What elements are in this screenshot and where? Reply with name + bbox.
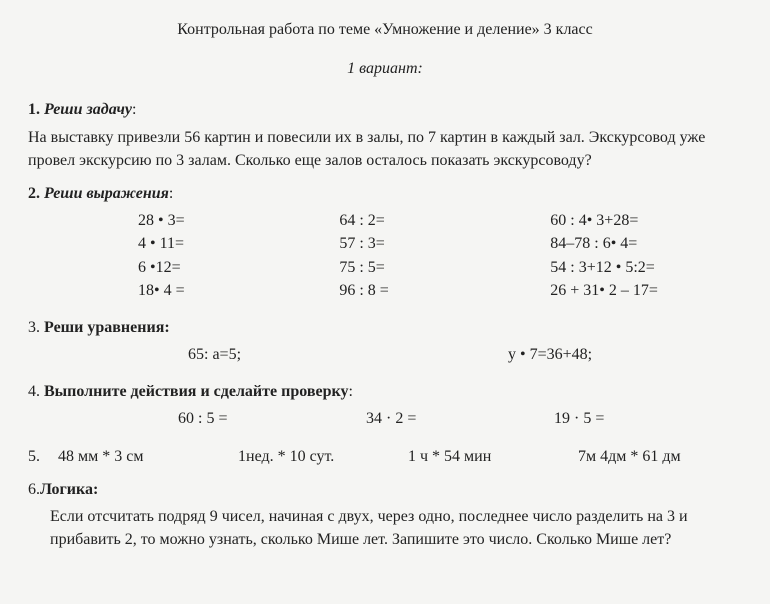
check-expr-2: 34 · 2 =: [366, 407, 554, 430]
check-expr-3: 19 · 5 =: [554, 407, 742, 430]
expression-col-1: 28 • 3= 4 • 11= 6 •12= 18• 4 =: [138, 209, 339, 302]
section-2-label: Реши выражения: [44, 185, 169, 202]
section-1-colon: :: [132, 101, 136, 118]
section-4-label: Выполните действия и сделайте проверку: [44, 383, 348, 400]
section-6-label: Логика:: [40, 481, 98, 498]
expr-cell: 26 + 31• 2 – 17=: [550, 279, 742, 302]
expr-cell: 6 •12=: [138, 256, 339, 279]
compare-2: 1нед. * 10 сут.: [238, 445, 408, 468]
compare-4: 7м 4дм * 61 дм: [578, 445, 681, 468]
section-1-number: 1.: [28, 101, 40, 118]
section-2-head: 2. Реши выражения:: [28, 182, 742, 205]
equation-2: у • 7=36+48;: [508, 343, 592, 366]
compare-row: 48 мм * 3 см 1нед. * 10 сут. 1 ч * 54 ми…: [58, 445, 681, 468]
expr-cell: 96 : 8 =: [339, 279, 550, 302]
section-4-head: 4. Выполните действия и сделайте проверк…: [28, 380, 742, 403]
expression-table: 28 • 3= 4 • 11= 6 •12= 18• 4 = 64 : 2= 5…: [138, 209, 742, 302]
section-2-colon: :: [169, 185, 173, 202]
expr-cell: 28 • 3=: [138, 209, 339, 232]
section-6-number: 6.: [28, 481, 40, 498]
check-expr-1: 60 : 5 =: [178, 407, 366, 430]
compare-3: 1 ч * 54 мин: [408, 445, 578, 468]
expr-cell: 18• 4 =: [138, 279, 339, 302]
expr-cell: 64 : 2=: [339, 209, 550, 232]
expr-cell: 57 : 3=: [339, 232, 550, 255]
equation-row: 65: а=5; у • 7=36+48;: [188, 343, 742, 366]
section-2-number: 2.: [28, 185, 40, 202]
problem-1-text: На выставку привезли 56 картин и повесил…: [28, 126, 742, 172]
document-title: Контрольная работа по теме «Умножение и …: [28, 18, 742, 41]
section-6-head: 6.Логика:: [28, 478, 742, 501]
equation-1: 65: а=5;: [188, 343, 508, 366]
expression-col-3: 60 : 4• 3+28= 84–78 : 6• 4= 54 : 3+12 • …: [550, 209, 742, 302]
variant-label: 1 вариант:: [28, 57, 742, 80]
expr-cell: 84–78 : 6• 4=: [550, 232, 742, 255]
section-5-row: 5. 48 мм * 3 см 1нед. * 10 сут. 1 ч * 54…: [28, 445, 742, 474]
section-3-number: 3.: [28, 319, 40, 336]
section-4-colon: :: [348, 383, 352, 400]
expr-cell: 54 : 3+12 • 5:2=: [550, 256, 742, 279]
section-3-label: Реши уравнения:: [44, 319, 170, 336]
expr-cell: 60 : 4• 3+28=: [550, 209, 742, 232]
section-4-number: 4.: [28, 383, 40, 400]
section-5-number: 5.: [28, 445, 58, 468]
section-1-head: 1. Реши задачу:: [28, 98, 742, 121]
expr-cell: 75 : 5=: [339, 256, 550, 279]
expr-cell: 4 • 11=: [138, 232, 339, 255]
expression-col-2: 64 : 2= 57 : 3= 75 : 5= 96 : 8 =: [339, 209, 550, 302]
section-3-head: 3. Реши уравнения:: [28, 316, 742, 339]
check-row: 60 : 5 = 34 · 2 = 19 · 5 =: [178, 407, 742, 430]
section-1-label: Реши задачу: [44, 101, 132, 118]
compare-1: 48 мм * 3 см: [58, 445, 238, 468]
logic-text: Если отсчитать подряд 9 чисел, начиная с…: [50, 505, 742, 551]
